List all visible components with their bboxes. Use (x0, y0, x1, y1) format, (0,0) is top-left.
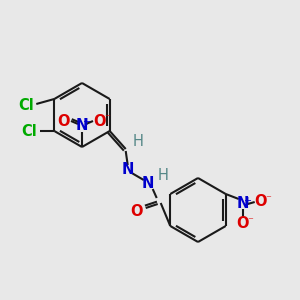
Text: ⁻: ⁻ (247, 216, 253, 226)
Text: N: N (236, 196, 249, 211)
Text: N: N (122, 161, 134, 176)
Text: ⁻: ⁻ (104, 113, 110, 123)
Text: H: H (133, 134, 144, 149)
Text: N: N (142, 176, 154, 191)
Text: Cl: Cl (19, 98, 34, 112)
Text: O: O (130, 203, 143, 218)
Text: N: N (76, 118, 88, 133)
Text: O: O (254, 194, 267, 209)
Text: Cl: Cl (22, 124, 37, 139)
Text: O: O (94, 113, 106, 128)
Text: +: + (82, 117, 90, 127)
Text: H: H (158, 169, 169, 184)
Text: O: O (58, 113, 70, 128)
Text: +: + (243, 196, 251, 206)
Text: ⁻: ⁻ (265, 194, 271, 204)
Text: O: O (236, 217, 249, 232)
